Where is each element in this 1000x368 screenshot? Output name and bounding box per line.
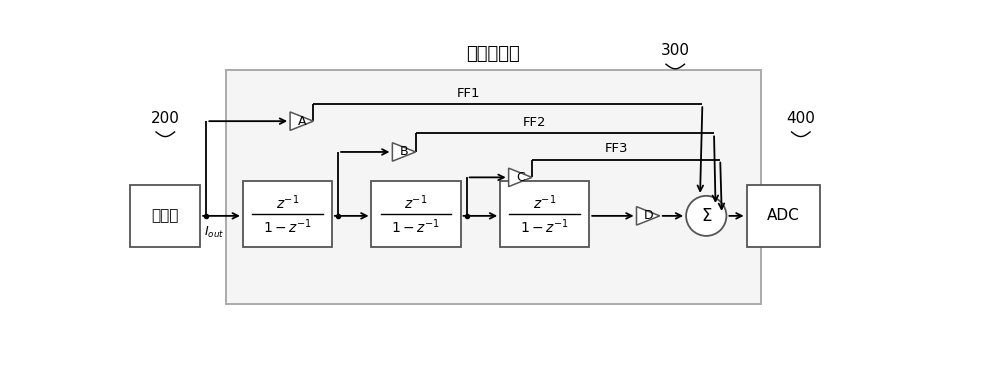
Text: 300: 300 xyxy=(661,43,690,58)
Text: $z^{-1}$: $z^{-1}$ xyxy=(404,194,428,212)
Text: D: D xyxy=(643,209,653,222)
Text: 400: 400 xyxy=(786,111,815,126)
Text: Σ: Σ xyxy=(701,207,712,225)
Text: 200: 200 xyxy=(151,111,180,126)
Bar xyxy=(747,185,820,247)
Text: A: A xyxy=(297,115,306,128)
Text: ADC: ADC xyxy=(767,208,800,223)
Circle shape xyxy=(686,196,726,236)
Text: FF3: FF3 xyxy=(605,142,628,155)
Text: B: B xyxy=(400,145,408,159)
Text: $z^{-1}$: $z^{-1}$ xyxy=(276,194,299,212)
Text: FF1: FF1 xyxy=(457,86,481,100)
Bar xyxy=(130,185,200,247)
Text: $1-z^{-1}$: $1-z^{-1}$ xyxy=(263,218,312,236)
Bar xyxy=(243,181,332,247)
Text: 环路滤波器: 环路滤波器 xyxy=(466,45,520,63)
Polygon shape xyxy=(509,168,532,187)
Polygon shape xyxy=(637,206,660,225)
Polygon shape xyxy=(392,143,416,161)
Text: C: C xyxy=(516,171,525,184)
Bar xyxy=(226,70,761,304)
Polygon shape xyxy=(290,112,313,130)
Text: 鉴相器: 鉴相器 xyxy=(152,208,179,223)
Bar xyxy=(371,181,461,247)
Text: $1-z^{-1}$: $1-z^{-1}$ xyxy=(391,218,441,236)
Text: FF2: FF2 xyxy=(523,116,547,129)
Text: $z^{-1}$: $z^{-1}$ xyxy=(533,194,556,212)
Bar xyxy=(500,181,589,247)
Text: $1-z^{-1}$: $1-z^{-1}$ xyxy=(520,218,569,236)
Text: $I_{out}$: $I_{out}$ xyxy=(204,225,224,240)
